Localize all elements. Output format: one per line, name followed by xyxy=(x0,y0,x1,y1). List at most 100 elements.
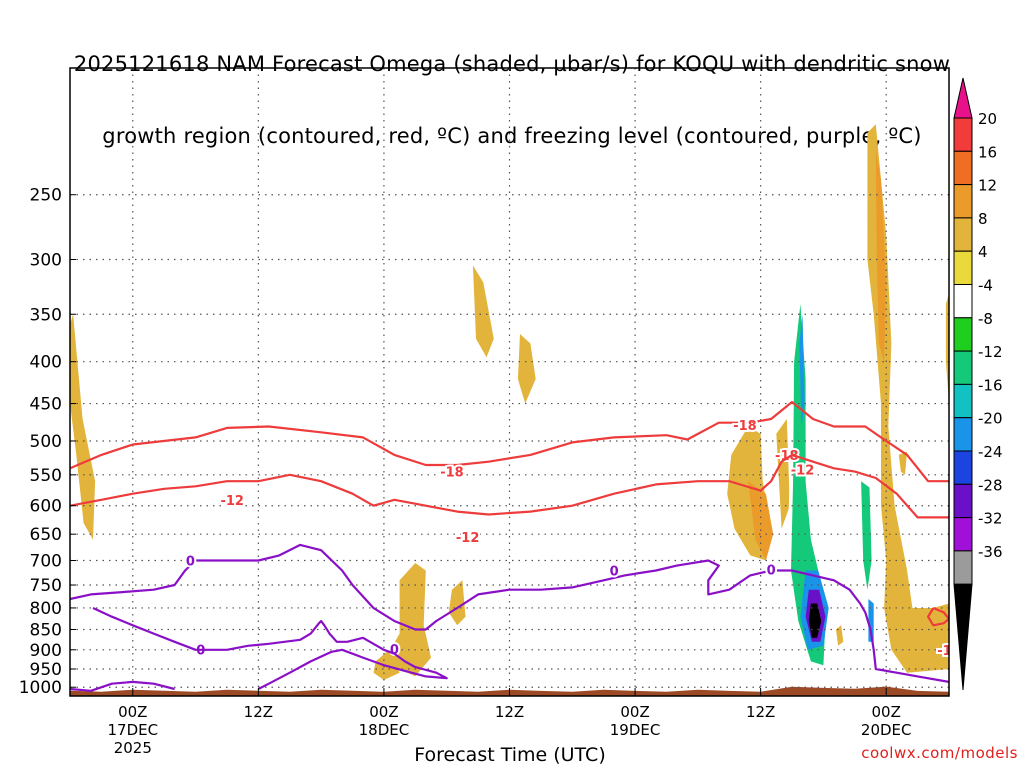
y-tick-label: 950 xyxy=(30,660,62,680)
y-tick-label: 400 xyxy=(30,353,62,373)
isotherm-label: -18 xyxy=(733,419,757,434)
isotherm-label: -12 xyxy=(791,464,815,479)
omega-region xyxy=(861,481,872,590)
colorbar-swatch xyxy=(953,417,973,452)
credit-text: coolwx.com/models xyxy=(861,744,1018,762)
colorbar-swatch xyxy=(953,250,973,285)
isotherm-line xyxy=(927,606,949,627)
colorbar-label: 4 xyxy=(978,243,988,261)
isotherm-label: 0 xyxy=(186,555,195,570)
omega-region xyxy=(945,293,949,404)
colorbar-label: 16 xyxy=(978,143,997,161)
colorbar-label: -8 xyxy=(978,310,993,328)
y-tick-label: 300 xyxy=(30,250,62,270)
x-tick-label: 00Z xyxy=(620,703,649,721)
colorbar-label: 20 xyxy=(978,110,997,128)
y-tick-label: 850 xyxy=(30,620,62,640)
isotherm-label: -12 xyxy=(220,494,244,509)
chart-title: 2025121618 NAM Forecast Omega (shaded, µ… xyxy=(0,4,1024,172)
y-axis: 2503003504004505005506006507007508008509… xyxy=(19,186,76,698)
isotherm-line xyxy=(92,607,448,690)
omega-region xyxy=(70,314,96,540)
colorbar-bottom-arrow xyxy=(953,583,973,691)
colorbar-swatch xyxy=(953,483,973,519)
omega-region xyxy=(344,357,355,427)
colorbar-swatch xyxy=(953,517,973,552)
y-tick-label: 650 xyxy=(30,525,62,545)
colorbar-label: -16 xyxy=(978,376,1003,394)
omega-region xyxy=(448,580,466,626)
colorbar-label: -12 xyxy=(978,343,1003,361)
colorbar-label: 8 xyxy=(978,210,988,228)
y-tick-label: 700 xyxy=(30,552,62,572)
omega-region xyxy=(840,361,848,412)
colorbar-top-arrow xyxy=(953,77,973,119)
x-tick-date: 18DEC xyxy=(359,721,410,739)
omega-region xyxy=(748,481,774,561)
colorbar-label: -20 xyxy=(978,410,1003,428)
colorbar-swatch xyxy=(953,284,973,319)
colorbar-label: -24 xyxy=(978,443,1003,461)
y-tick-label: 250 xyxy=(30,186,62,206)
colorbar-label: -36 xyxy=(978,543,1003,561)
isotherm-line xyxy=(70,453,949,519)
grid-lines xyxy=(70,68,949,696)
omega-region xyxy=(366,484,395,617)
y-tick-label: 500 xyxy=(30,432,62,452)
x-tick-year: 2025 xyxy=(114,739,152,757)
x-tick-date: 20DEC xyxy=(861,721,912,739)
colorbar-swatch xyxy=(953,450,973,485)
y-tick-label: 350 xyxy=(30,305,62,325)
y-tick-label: 550 xyxy=(30,466,62,486)
omega-region xyxy=(898,451,908,475)
colorbar: 20 16 12 8 4 -4 -8 -12 -16 -20 -24 -28 -32 -36 xyxy=(953,77,1003,691)
omega-region xyxy=(734,612,808,680)
colorbar-label: -4 xyxy=(978,277,993,295)
x-tick-date: 19DEC xyxy=(610,721,661,739)
colorbar-swatch xyxy=(953,350,973,385)
omega-region xyxy=(867,124,949,673)
colorbar-swatch xyxy=(953,550,973,585)
isotherm-line xyxy=(70,400,949,483)
colorbar-swatch xyxy=(953,217,973,252)
isotherm-label: -18 xyxy=(775,449,799,464)
omega-shading xyxy=(70,124,949,680)
isotherm-label: 0 xyxy=(196,643,205,658)
chart-title-line1: 2025121618 NAM Forecast Omega (shaded, µ… xyxy=(73,52,951,76)
x-tick-date: 17DEC xyxy=(107,721,158,739)
y-tick-label: 900 xyxy=(30,641,62,661)
x-tick-label: 00Z xyxy=(872,703,901,721)
colorbar-swatch xyxy=(953,383,973,419)
omega-region xyxy=(258,490,278,524)
x-tick-label: 00Z xyxy=(118,703,147,721)
x-tick-label: 12Z xyxy=(244,703,273,721)
y-tick-label: 450 xyxy=(30,395,62,415)
colorbar-label: -32 xyxy=(978,510,1003,528)
isotherm-label: -18 xyxy=(440,466,464,481)
isotherm-label: -12 xyxy=(937,644,961,659)
y-tick-label: 750 xyxy=(30,576,62,596)
omega-region xyxy=(799,314,805,427)
colorbar-swatch xyxy=(953,117,973,152)
omega-region xyxy=(875,149,887,362)
colorbar-label: 12 xyxy=(978,177,997,195)
omega-region xyxy=(836,625,844,646)
isotherm-label: 0 xyxy=(610,565,619,580)
colorbar-label: -28 xyxy=(978,476,1003,494)
colorbar-swatch xyxy=(953,184,973,219)
y-tick-label: 600 xyxy=(30,497,62,517)
omega-region xyxy=(517,334,536,404)
x-tick-label: 12Z xyxy=(495,703,524,721)
omega-region xyxy=(472,265,494,358)
y-tick-label: 1000 xyxy=(19,678,62,698)
colorbar-swatch xyxy=(953,150,973,186)
omega-region xyxy=(813,208,827,334)
x-axis-label: Forecast Time (UTC) xyxy=(414,744,606,766)
isotherm-line xyxy=(70,543,949,683)
x-tick-label: 12Z xyxy=(746,703,775,721)
omega-region xyxy=(776,419,790,529)
isotherm-line xyxy=(70,680,175,692)
